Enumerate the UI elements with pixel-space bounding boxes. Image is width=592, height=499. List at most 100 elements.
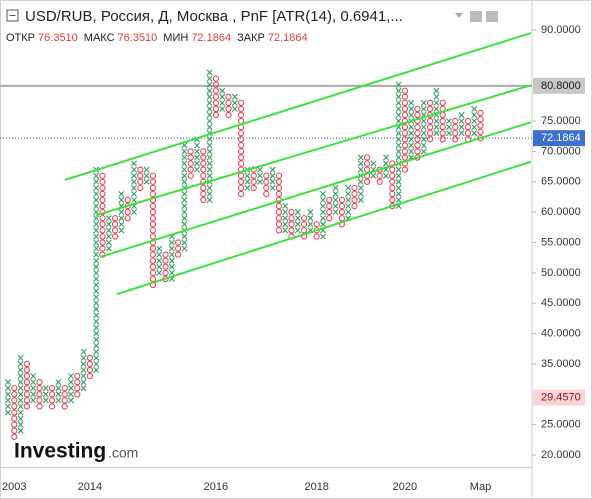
dropdown-icon[interactable] [455, 13, 463, 18]
o-box [212, 93, 220, 100]
x-box [131, 160, 137, 167]
o-box [401, 148, 409, 155]
o-box [99, 202, 106, 210]
x-box [395, 99, 402, 106]
x-box [143, 172, 150, 179]
o-box [137, 166, 144, 173]
x-box [30, 397, 37, 404]
o-box [149, 245, 157, 252]
x-box [357, 178, 364, 185]
x-box [458, 118, 465, 125]
o-box [464, 130, 472, 137]
price-badge-label: 29.4570 [541, 391, 581, 403]
x-box [395, 197, 402, 203]
x-box [181, 209, 188, 216]
x-box [420, 99, 427, 106]
x-box [181, 160, 188, 167]
x-box [244, 184, 251, 191]
o-box [414, 148, 421, 155]
o-box [99, 196, 106, 204]
x-tick-label: 2020 [393, 481, 417, 493]
o-box [414, 142, 421, 149]
x-column [206, 69, 213, 203]
y-tick-label: 65.0000 [541, 176, 581, 188]
x-box [93, 269, 100, 276]
x-box [5, 409, 11, 416]
x-column [269, 166, 276, 191]
x-box [93, 282, 100, 288]
x-tick-label: 2016 [204, 481, 228, 493]
x-box [269, 166, 276, 173]
x-box [93, 178, 100, 185]
x-box [244, 172, 251, 179]
o-box [439, 117, 446, 125]
x-box [181, 245, 188, 252]
x-box [332, 184, 339, 191]
o-box [237, 154, 245, 161]
x-box [55, 397, 62, 404]
x-box [93, 354, 100, 361]
x-box [68, 373, 74, 380]
price-badge [533, 389, 585, 406]
x-box [206, 172, 213, 179]
x-tick-label: Мар [470, 481, 492, 493]
o-box [61, 391, 68, 398]
o-box [74, 385, 81, 392]
x-box [105, 221, 112, 228]
x-box [320, 203, 326, 210]
o-box [212, 75, 220, 82]
o-box [401, 123, 409, 131]
o-box [250, 184, 257, 192]
settings-icon[interactable] [470, 11, 482, 22]
o-box [11, 427, 18, 434]
x-box [168, 269, 175, 276]
o-box [275, 190, 283, 198]
y-tick-label: 60.0000 [541, 206, 581, 218]
o-box [477, 122, 484, 129]
o-box [237, 105, 245, 113]
o-column [111, 215, 119, 240]
x-box [231, 93, 238, 100]
o-box [137, 184, 144, 192]
y-tick-label: 70.0000 [541, 145, 581, 157]
x-column [244, 166, 251, 191]
x-box [471, 105, 478, 112]
price-badge-label: 80.8000 [541, 80, 581, 92]
x-box [93, 257, 100, 264]
x-column [30, 373, 37, 404]
x-box [257, 172, 263, 179]
o-box [313, 233, 320, 240]
x-box [357, 166, 364, 173]
x-box [307, 215, 314, 222]
x-box [131, 197, 137, 203]
o-box [36, 391, 43, 398]
o-box [99, 190, 106, 198]
o-box [401, 130, 409, 137]
close-icon[interactable] [486, 11, 498, 22]
x-box [80, 367, 87, 373]
o-box [326, 215, 333, 222]
o-box [288, 208, 295, 216]
o-box [11, 391, 18, 398]
o-box [225, 105, 232, 113]
o-column [351, 184, 358, 210]
x-box [181, 239, 188, 246]
x-box [93, 227, 100, 234]
o-box [212, 99, 220, 107]
o-box [326, 196, 333, 204]
x-box [395, 190, 402, 197]
x-box [143, 178, 150, 185]
o-box [237, 160, 245, 167]
x-box [156, 251, 163, 258]
o-box [111, 215, 119, 222]
x-column [282, 203, 289, 234]
x-box [93, 300, 100, 307]
x-box [471, 118, 478, 125]
x-box [131, 172, 137, 179]
o-box [11, 403, 18, 410]
o-box [363, 166, 371, 173]
x-box [5, 391, 11, 398]
o-box [200, 172, 207, 179]
x-box [395, 154, 402, 161]
o-box [414, 130, 421, 137]
